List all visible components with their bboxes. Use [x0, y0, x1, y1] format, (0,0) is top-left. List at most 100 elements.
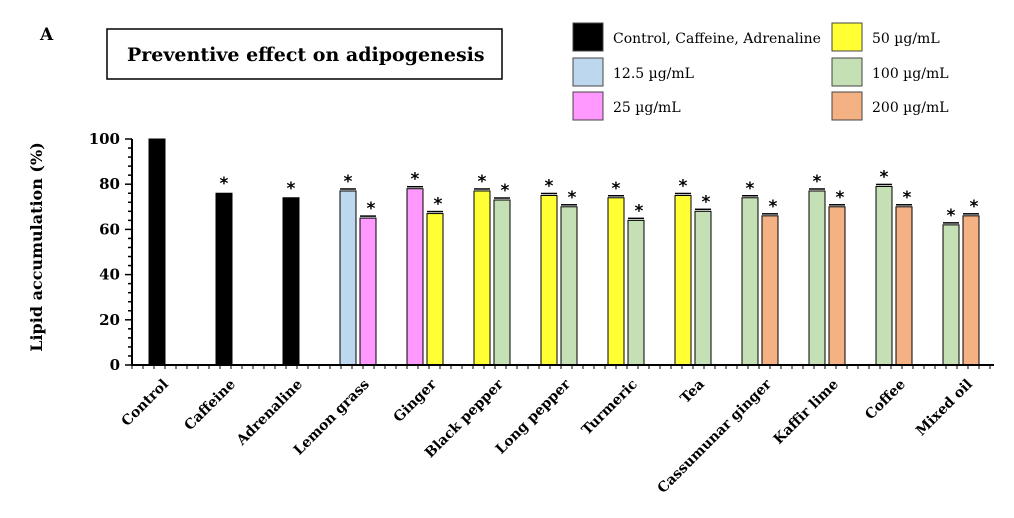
bar-group: ** — [808, 172, 846, 366]
bar — [962, 215, 980, 366]
legend-swatch — [572, 22, 604, 52]
bar — [493, 199, 511, 366]
legend-item: 50 µg/mL — [831, 22, 940, 52]
chart-title-frame — [106, 28, 503, 80]
significance-star: * — [903, 188, 912, 208]
bar-group: * — [282, 179, 300, 366]
significance-star: * — [970, 197, 979, 217]
x-tick-label: Mixed oil — [913, 377, 976, 440]
legend: Control, Caffeine, Adrenaline 12.5 µg/mL 2… — [572, 22, 949, 121]
bar-group: ** — [540, 177, 578, 366]
y-axis: 0 20 40 60 80 100 — [89, 130, 133, 374]
bar-group: ** — [942, 197, 980, 366]
y-tick-label: 0 — [110, 356, 120, 374]
chart-title-box: Preventive effect on adipogenesis — [106, 28, 503, 80]
legend-swatch — [572, 57, 604, 87]
significance-star: * — [702, 192, 711, 212]
legend-item: 200 µg/mL — [831, 91, 949, 121]
bar — [339, 190, 357, 366]
bar — [942, 224, 960, 366]
y-tick-label: 100 — [89, 130, 120, 148]
significance-star: * — [746, 179, 755, 199]
bar — [560, 206, 578, 366]
bar — [359, 217, 377, 366]
bar-group: ** — [607, 179, 645, 366]
bar — [607, 197, 625, 366]
x-tick-label: Caffeine — [182, 376, 239, 433]
bar-group: ** — [674, 177, 712, 366]
bar — [148, 138, 166, 366]
y-tick-label: 60 — [99, 220, 120, 238]
bar — [674, 195, 692, 366]
y-axis-label: Lipid accumulation (%) — [27, 142, 46, 352]
legend-label: 100 µg/mL — [872, 66, 949, 82]
significance-star: * — [679, 177, 688, 197]
bar — [406, 188, 424, 366]
bar — [627, 219, 645, 366]
significance-star: * — [287, 179, 296, 199]
significance-star: * — [344, 172, 353, 192]
bar — [741, 197, 759, 366]
significance-star: * — [367, 199, 376, 219]
significance-star: * — [501, 181, 510, 201]
legend-item: 25 µg/mL — [572, 91, 681, 121]
x-tick-label: Ginger — [391, 376, 441, 426]
significance-star: * — [880, 167, 889, 187]
legend-swatch — [572, 91, 604, 121]
x-tick-label: Cassumunar ginger — [655, 376, 776, 497]
legend-swatch — [831, 91, 863, 121]
legend-label: Control, Caffeine, Adrenaline — [613, 31, 821, 47]
legend-item: 12.5 µg/mL — [572, 57, 694, 87]
bar-group: ** — [875, 167, 913, 366]
significance-star: * — [836, 188, 845, 208]
significance-star: * — [769, 197, 778, 217]
bar-group: * — [215, 174, 233, 366]
bar — [828, 206, 846, 366]
legend-item: Control, Caffeine, Adrenaline — [572, 22, 821, 52]
y-tick-label: 20 — [99, 311, 120, 329]
bar — [426, 213, 444, 366]
significance-star: * — [434, 195, 443, 215]
significance-star: * — [635, 201, 644, 221]
bar-group: ** — [339, 172, 377, 366]
legend-label: 200 µg/mL — [872, 100, 949, 116]
bar-group: ** — [741, 179, 779, 366]
y-tick-label: 40 — [99, 266, 120, 284]
panel-label: A — [39, 25, 54, 45]
x-tick-label: Kaffir lime — [771, 376, 842, 447]
legend-label: 50 µg/mL — [872, 31, 940, 47]
legend-label: 12.5 µg/mL — [613, 66, 694, 82]
bar-group — [148, 138, 166, 366]
legend-swatch — [831, 22, 863, 52]
x-tick-label: Control — [119, 377, 172, 430]
bar — [282, 197, 300, 366]
bar — [473, 190, 491, 366]
legend-swatch — [831, 57, 863, 87]
significance-star: * — [478, 172, 487, 192]
bar — [808, 190, 826, 366]
bar — [215, 192, 233, 366]
significance-star: * — [612, 179, 621, 199]
x-tick-label: Coffee — [862, 376, 909, 423]
significance-star: * — [947, 206, 956, 226]
significance-star: * — [411, 170, 420, 190]
bar — [895, 206, 913, 366]
significance-star: * — [568, 188, 577, 208]
bar — [540, 195, 558, 366]
bar — [761, 215, 779, 366]
significance-star: * — [813, 172, 822, 192]
significance-star: * — [220, 174, 229, 194]
legend-label: 25 µg/mL — [613, 100, 681, 116]
chart-title: Preventive effect on adipogenesis — [127, 44, 485, 66]
x-tick-label: Adrenaline — [233, 376, 306, 449]
x-tick-label: Tea — [678, 377, 708, 407]
bar-series: * * ***** * ** *********** * — [148, 138, 980, 366]
bar — [694, 210, 712, 366]
x-tick-label: Turmeric — [579, 377, 641, 439]
legend-item: 100 µg/mL — [831, 57, 949, 87]
bar — [875, 185, 893, 366]
bar-group: ** — [473, 172, 511, 366]
significance-star: * — [545, 177, 554, 197]
